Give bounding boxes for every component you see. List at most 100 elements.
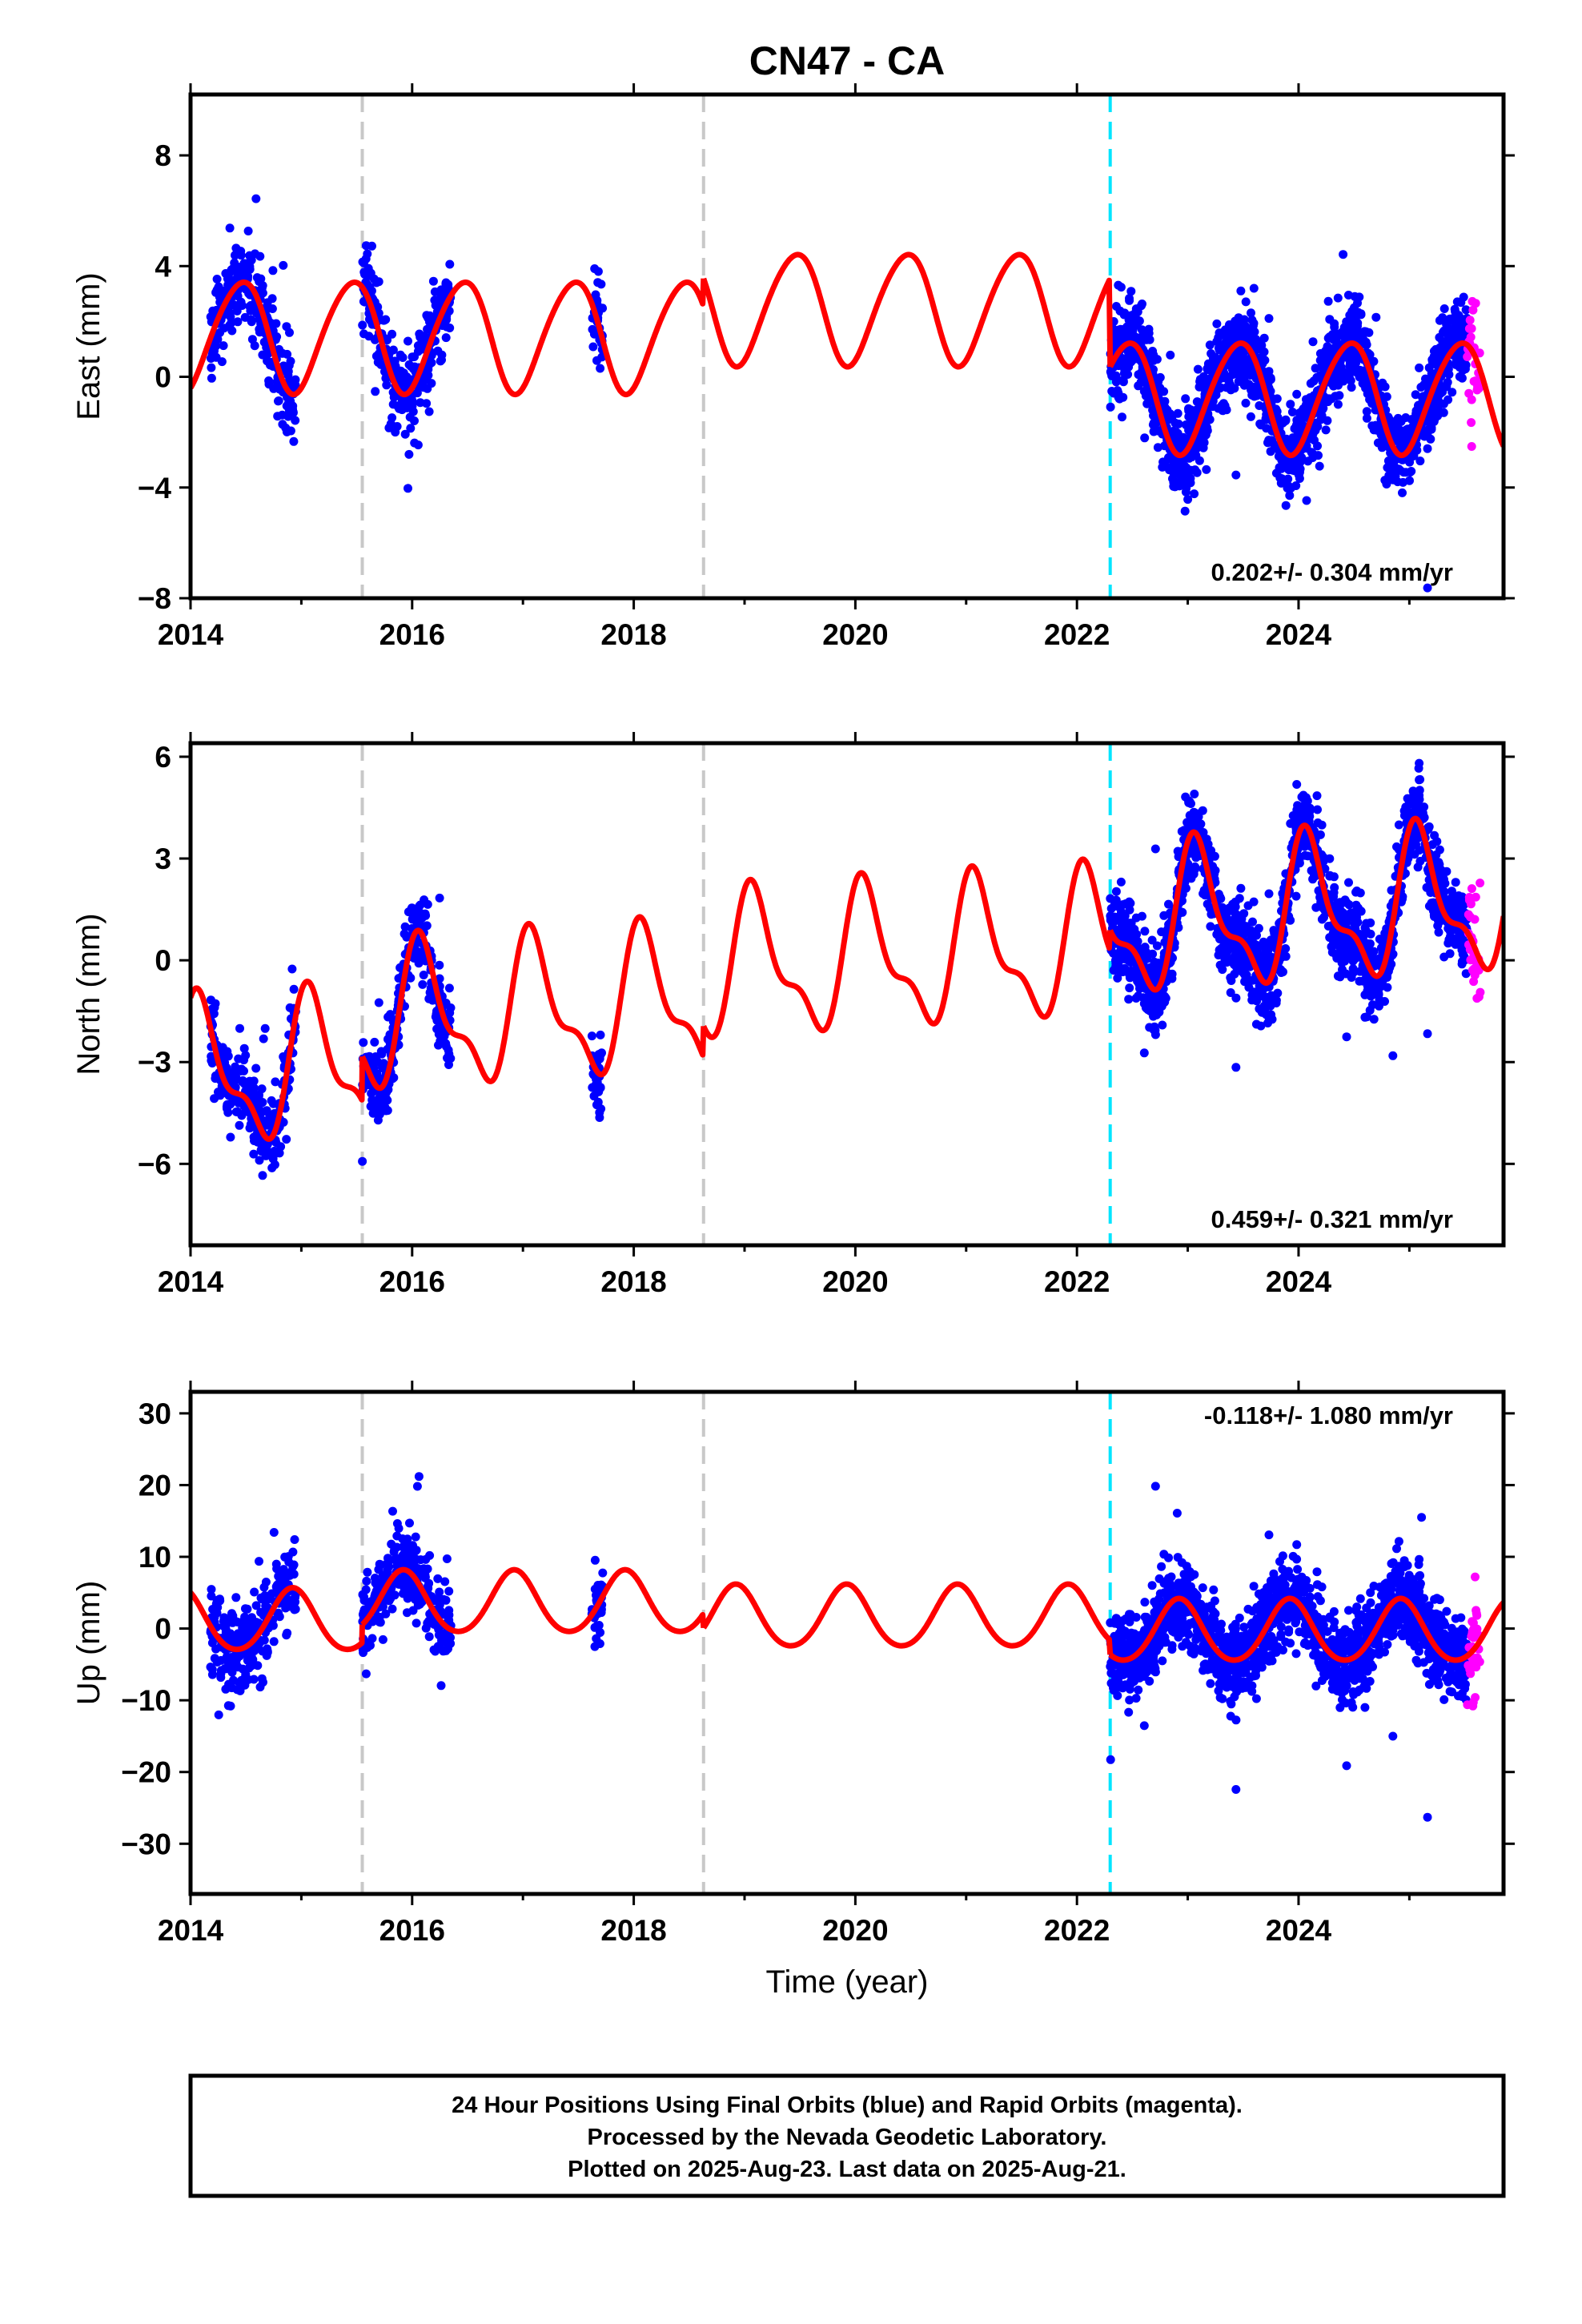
- final-point: [290, 1535, 299, 1544]
- final-point: [1430, 830, 1439, 840]
- final-point: [428, 995, 436, 1004]
- final-point: [1159, 387, 1169, 396]
- final-point: [409, 954, 419, 963]
- final-point: [1302, 496, 1311, 505]
- final-point: [1153, 443, 1162, 452]
- final-point: [596, 1030, 605, 1039]
- final-point: [1111, 302, 1121, 311]
- final-point: [427, 358, 436, 368]
- final-point: [384, 423, 394, 432]
- final-point: [1147, 935, 1157, 945]
- final-point: [1458, 949, 1468, 959]
- final-point: [233, 317, 243, 327]
- final-point: [207, 363, 216, 372]
- final-point: [1271, 995, 1281, 1005]
- y-tick-label: 6: [155, 741, 171, 774]
- final-point: [1305, 806, 1315, 815]
- plot-area: [191, 1392, 1504, 1894]
- final-point: [1186, 478, 1195, 488]
- final-point: [1401, 413, 1411, 422]
- final-point: [1342, 898, 1351, 907]
- final-point: [382, 380, 391, 390]
- final-point: [1272, 407, 1282, 416]
- final-point: [1217, 400, 1227, 410]
- final-point: [207, 373, 216, 383]
- final-point: [1248, 370, 1258, 380]
- final-point: [1351, 887, 1360, 897]
- final-point: [1252, 996, 1262, 1006]
- final-point: [1264, 314, 1274, 324]
- final-point: [406, 424, 416, 433]
- final-point: [1313, 805, 1322, 814]
- final-point: [1126, 287, 1136, 296]
- final-point: [436, 1036, 445, 1046]
- final-point: [1164, 899, 1173, 909]
- final-point: [1256, 1021, 1266, 1031]
- final-point: [1147, 993, 1157, 1003]
- final-point: [1264, 436, 1274, 445]
- final-point: [273, 412, 283, 421]
- final-point: [1362, 407, 1371, 416]
- final-point: [1227, 939, 1235, 949]
- final-point: [1388, 1051, 1398, 1060]
- final-point: [374, 1100, 383, 1109]
- final-point: [1249, 283, 1259, 293]
- final-point: [1334, 380, 1343, 390]
- final-point: [1394, 820, 1403, 830]
- final-point: [1405, 468, 1415, 477]
- final-point: [1405, 476, 1414, 485]
- final-point: [1424, 822, 1434, 831]
- final-point: [1416, 806, 1426, 815]
- final-point: [371, 387, 380, 396]
- final-point: [1450, 322, 1460, 332]
- final-point: [1362, 413, 1371, 423]
- final-point: [1447, 388, 1457, 397]
- final-point: [255, 1156, 264, 1165]
- final-point: [1230, 384, 1239, 393]
- final-point: [247, 255, 256, 265]
- y-tick-label: −4: [138, 472, 172, 505]
- model-curve-segment: [191, 978, 365, 1142]
- final-point: [219, 341, 228, 351]
- final-point: [1113, 973, 1122, 983]
- final-point: [1333, 971, 1343, 981]
- final-point: [210, 1094, 219, 1104]
- final-point: [1457, 957, 1467, 967]
- final-point: [1287, 408, 1297, 416]
- final-point: [1461, 360, 1471, 370]
- final-point: [1229, 369, 1239, 379]
- rapid-point: [1476, 879, 1485, 888]
- final-point: [287, 1596, 296, 1606]
- final-point: [410, 438, 420, 448]
- final-point: [374, 998, 383, 1007]
- final-point: [1225, 903, 1234, 913]
- final-point: [235, 1686, 245, 1695]
- final-point: [381, 315, 391, 324]
- final-point: [1262, 996, 1271, 1006]
- final-point: [1461, 305, 1471, 315]
- final-point: [223, 1100, 232, 1109]
- final-point: [1150, 844, 1160, 854]
- final-point: [1226, 988, 1235, 997]
- model-curve-segment: [1107, 815, 1504, 993]
- final-point: [1138, 300, 1146, 308]
- final-point: [1247, 335, 1257, 344]
- final-point: [1361, 337, 1371, 347]
- final-point: [1174, 419, 1183, 428]
- final-point: [1124, 995, 1134, 1004]
- final-point: [1195, 439, 1205, 448]
- y-tick-label: −6: [138, 1148, 171, 1180]
- final-point: [1247, 308, 1255, 318]
- final-point: [1236, 883, 1246, 893]
- final-point: [1106, 367, 1115, 376]
- final-point: [1457, 373, 1467, 383]
- final-point: [1106, 904, 1116, 913]
- final-point: [1344, 372, 1354, 382]
- final-point: [1359, 933, 1367, 942]
- rapid-point: [1464, 910, 1473, 919]
- final-point: [1339, 250, 1348, 259]
- final-point: [361, 254, 371, 263]
- final-point: [1456, 902, 1466, 911]
- final-point: [287, 1566, 296, 1576]
- model-curve-segment: [359, 914, 707, 1092]
